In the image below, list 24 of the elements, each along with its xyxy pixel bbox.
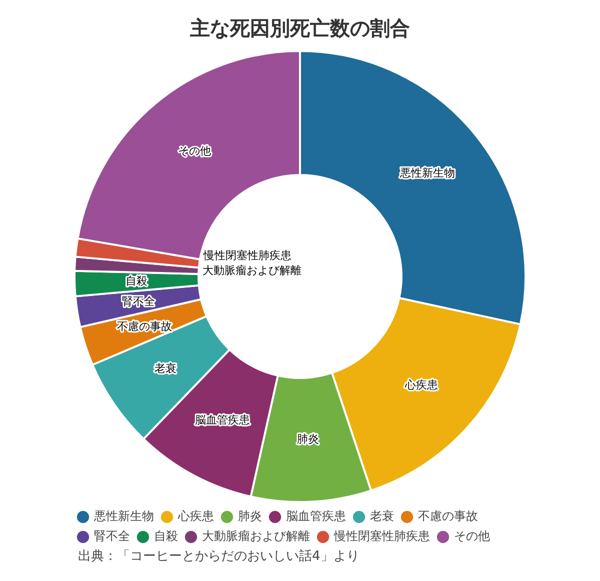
chart-title: 主な死因別死亡数の割合 (189, 16, 410, 40)
slice-label: その他 (178, 144, 212, 158)
slice-label: 老衰 (154, 362, 176, 376)
slice-label: 不慮の事故 (117, 320, 172, 333)
legend-label: その他 (454, 529, 490, 544)
legend-label: 大動脈瘤および解離 (202, 529, 310, 544)
legend-label: 自殺 (154, 529, 178, 544)
category-label: 大動脈瘤および解離 (202, 264, 302, 277)
slice-label: 悪性新生物 (398, 166, 455, 180)
slice-label: 肺炎 (297, 432, 320, 446)
slice-label: 心疾患 (404, 378, 438, 392)
legend-label: 老衰 (370, 509, 394, 524)
legend-label: 悪性新生物 (93, 509, 154, 524)
category-label: 慢性閉塞性肺疾患 (203, 248, 292, 262)
legend-label: 脳血管疾患 (286, 509, 346, 524)
slice-label: 脳血管疾患 (195, 413, 250, 426)
legend-label: 心疾患 (177, 509, 214, 524)
legend-label: 腎不全 (94, 529, 130, 544)
slice-label: 自殺 (126, 274, 148, 288)
legend-label: 慢性閉塞性肺疾患 (333, 529, 430, 544)
legend-label: 肺炎 (238, 509, 262, 524)
source-note: 出典：「コーヒーとからだのおいしい話4」より (78, 549, 360, 564)
legend-label: 不慮の事故 (418, 509, 478, 524)
slice-label: 腎不全 (122, 294, 156, 308)
